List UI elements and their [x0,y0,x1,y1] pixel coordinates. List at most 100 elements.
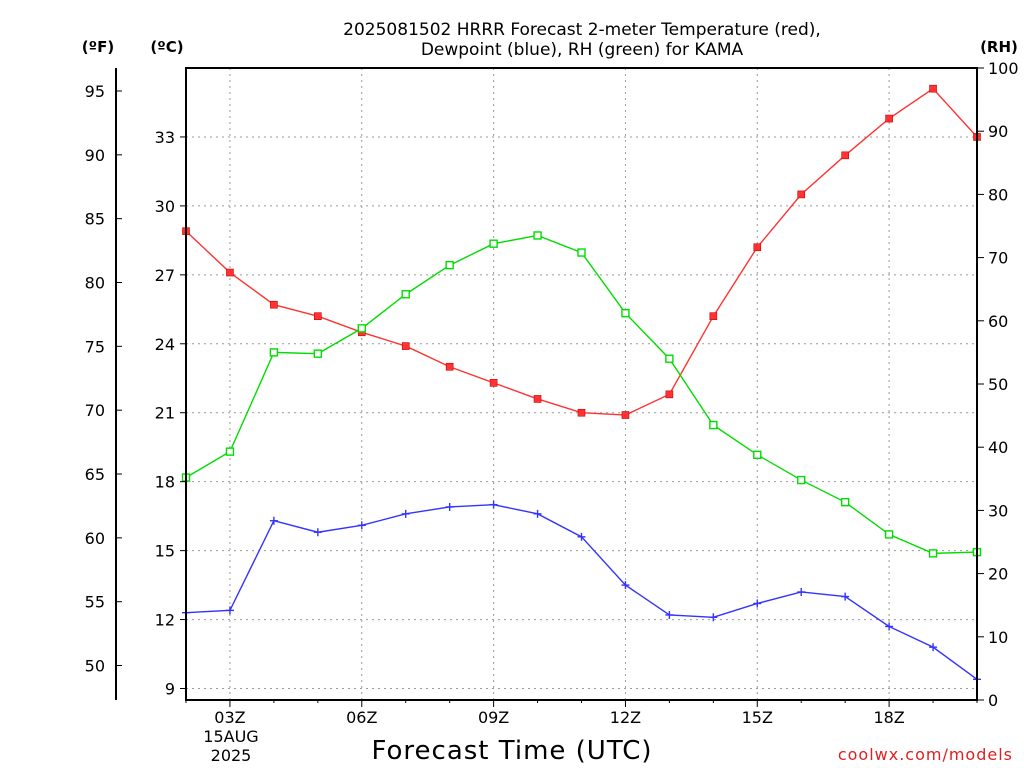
temperature-point [270,300,278,309]
rh-tick-label: 40 [988,438,1008,457]
rh-tick-label: 70 [988,249,1008,268]
rh-tick-label: 100 [988,59,1019,78]
celsius-tick-label: 21 [155,404,175,423]
dewpoint-point [533,509,542,518]
temperature-point [314,312,322,321]
dewpoint-point [577,532,586,541]
dewpoint-point [401,509,410,518]
dewpoint-point [929,643,938,652]
celsius-unit-label: (ºC) [150,38,183,56]
x-tick-label: 12Z [610,708,641,727]
dewpoint-point [841,592,850,601]
x-tick-label: 06Z [346,708,377,727]
rh-tick-label: 0 [988,691,998,710]
rh-tick-label: 50 [988,375,1008,394]
rh-point [401,290,410,299]
dewpoint-point [489,500,498,509]
rh-tick-label: 30 [988,501,1008,520]
dewpoint-point [357,521,366,530]
rh-point [840,497,850,507]
x-date-line-1: 15AUG [203,727,258,746]
dewpoint-point [709,613,718,622]
fahrenheit-tick-label: 70 [85,401,105,420]
rh-point [577,248,586,257]
rh-unit-label: (RH) [980,38,1018,56]
x-tick-label: 18Z [873,708,904,727]
dewpoint-point [885,622,894,631]
temperature-point [709,312,718,321]
chart-title-line-1: 2025081502 HRRR Forecast 2-meter Tempera… [343,20,821,40]
dewpoint-point [269,516,278,525]
fahrenheit-tick-label: 65 [85,465,105,484]
temperature-point [577,408,586,417]
temperature-point [445,362,454,371]
credit-link[interactable]: coolwx.com/models [838,745,1013,764]
fahrenheit-tick-label: 80 [85,273,105,292]
dewpoint-point [797,587,806,596]
chart-title-line-2: Dewpoint (blue), RH (green) for KAMA [421,40,744,60]
temperature-point [885,114,893,123]
dewpoint-line [185,503,978,680]
rh-point [357,324,366,333]
celsius-tick-label: 9 [165,680,175,699]
temperature-point [797,190,806,199]
rh-point [621,309,630,318]
fahrenheit-tick-label: 90 [85,146,105,165]
temperature-point [753,243,762,252]
celsius-tick-label: 27 [155,266,175,285]
rh-point [709,420,718,430]
x-tick-label: 09Z [478,708,509,727]
rh-point [665,354,674,363]
fahrenheit-tick-label: 85 [85,210,105,229]
celsius-tick-label: 33 [155,128,175,147]
rh-point [445,260,454,270]
dewpoint-point [225,606,234,615]
series-layer [181,84,982,684]
fahrenheit-tick-label: 50 [85,657,105,676]
rh-point [269,348,279,357]
rh-point [884,530,894,539]
temperature-point [533,395,542,403]
x-date-line-2: 2025 [211,746,252,765]
celsius-tick-label: 15 [155,542,175,561]
rh-point [533,231,542,240]
fahrenheit-tick-label: 55 [85,593,105,612]
temperature-point [489,379,498,387]
fahrenheit-tick-label: 95 [85,82,105,101]
dewpoint-point [665,610,674,619]
temperature-point [226,268,234,277]
rh-tick-label: 60 [988,312,1008,331]
fahrenheit-tick-label: 75 [85,337,105,356]
celsius-tick-label: 30 [155,197,175,216]
rh-point [313,349,323,358]
fahrenheit-tick-label: 60 [85,529,105,548]
dewpoint-point [621,581,630,590]
x-tick-label: 15Z [742,708,773,727]
celsius-tick-label: 24 [155,335,175,354]
temperature-point [665,390,674,399]
x-axis-title: Forecast Time (UTC) [371,736,652,766]
rh-point [928,549,938,558]
celsius-tick-label: 12 [155,611,175,630]
axis-tick-layer: 9 12 15 18 21 24 27 30 33 50 55 60 65 70 75 80 85 90 95 0 10… [85,59,1019,727]
temperature-point [621,411,630,419]
rh-tick-label: 20 [988,565,1008,584]
rh-tick-label: 80 [988,185,1008,204]
fahrenheit-unit-label: (ºF) [82,38,114,56]
temperature-point [401,342,410,350]
rh-point [797,475,806,485]
rh-tick-label: 10 [988,628,1008,647]
rh-point [753,450,762,459]
rh-point [225,447,235,456]
dewpoint-point [313,528,322,537]
rh-point [489,239,498,248]
dewpoint-point [753,599,762,608]
temperature-point [929,84,937,93]
rh-tick-label: 90 [988,122,1008,141]
temperature-point [841,151,849,160]
celsius-tick-label: 18 [155,473,175,492]
rh-line [185,234,978,555]
dewpoint-point [445,502,454,511]
x-tick-label: 03Z [214,708,245,727]
